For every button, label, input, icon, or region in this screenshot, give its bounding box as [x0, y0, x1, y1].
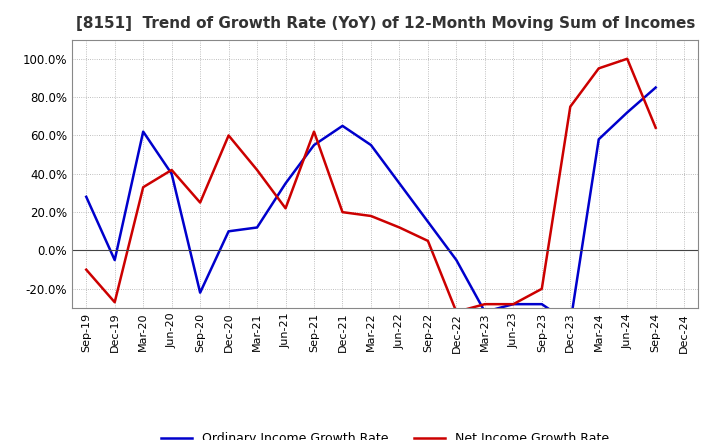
- Ordinary Income Growth Rate: [225, 229, 233, 234]
- Net Income Growth Rate: [167, 167, 176, 172]
- Net Income Growth Rate: [310, 129, 318, 134]
- Ordinary Income Growth Rate: [167, 171, 176, 176]
- Title: [8151]  Trend of Growth Rate (YoY) of 12-Month Moving Sum of Incomes: [8151] Trend of Growth Rate (YoY) of 12-…: [76, 16, 695, 32]
- Net Income Growth Rate: [652, 125, 660, 130]
- Ordinary Income Growth Rate: [338, 123, 347, 128]
- Net Income Growth Rate: [366, 213, 375, 219]
- Ordinary Income Growth Rate: [595, 137, 603, 142]
- Net Income Growth Rate: [338, 209, 347, 215]
- Ordinary Income Growth Rate: [82, 194, 91, 199]
- Net Income Growth Rate: [395, 225, 404, 230]
- Legend: Ordinary Income Growth Rate, Net Income Growth Rate: Ordinary Income Growth Rate, Net Income …: [156, 427, 614, 440]
- Ordinary Income Growth Rate: [652, 85, 660, 90]
- Net Income Growth Rate: [566, 104, 575, 109]
- Net Income Growth Rate: [82, 267, 91, 272]
- Ordinary Income Growth Rate: [452, 257, 461, 263]
- Ordinary Income Growth Rate: [423, 219, 432, 224]
- Net Income Growth Rate: [595, 66, 603, 71]
- Ordinary Income Growth Rate: [537, 301, 546, 307]
- Net Income Growth Rate: [110, 300, 119, 305]
- Net Income Growth Rate: [623, 56, 631, 62]
- Ordinary Income Growth Rate: [566, 321, 575, 326]
- Net Income Growth Rate: [480, 301, 489, 307]
- Net Income Growth Rate: [537, 286, 546, 291]
- Net Income Growth Rate: [452, 309, 461, 315]
- Net Income Growth Rate: [282, 205, 290, 211]
- Ordinary Income Growth Rate: [395, 181, 404, 186]
- Ordinary Income Growth Rate: [282, 181, 290, 186]
- Net Income Growth Rate: [509, 301, 518, 307]
- Ordinary Income Growth Rate: [139, 129, 148, 134]
- Net Income Growth Rate: [423, 238, 432, 244]
- Ordinary Income Growth Rate: [366, 143, 375, 148]
- Ordinary Income Growth Rate: [509, 301, 518, 307]
- Net Income Growth Rate: [196, 200, 204, 205]
- Net Income Growth Rate: [139, 185, 148, 190]
- Ordinary Income Growth Rate: [110, 257, 119, 263]
- Ordinary Income Growth Rate: [480, 309, 489, 315]
- Line: Net Income Growth Rate: Net Income Growth Rate: [86, 59, 656, 312]
- Line: Ordinary Income Growth Rate: Ordinary Income Growth Rate: [86, 88, 656, 323]
- Net Income Growth Rate: [253, 167, 261, 172]
- Ordinary Income Growth Rate: [310, 143, 318, 148]
- Ordinary Income Growth Rate: [623, 110, 631, 115]
- Net Income Growth Rate: [225, 133, 233, 138]
- Ordinary Income Growth Rate: [196, 290, 204, 295]
- Ordinary Income Growth Rate: [253, 225, 261, 230]
